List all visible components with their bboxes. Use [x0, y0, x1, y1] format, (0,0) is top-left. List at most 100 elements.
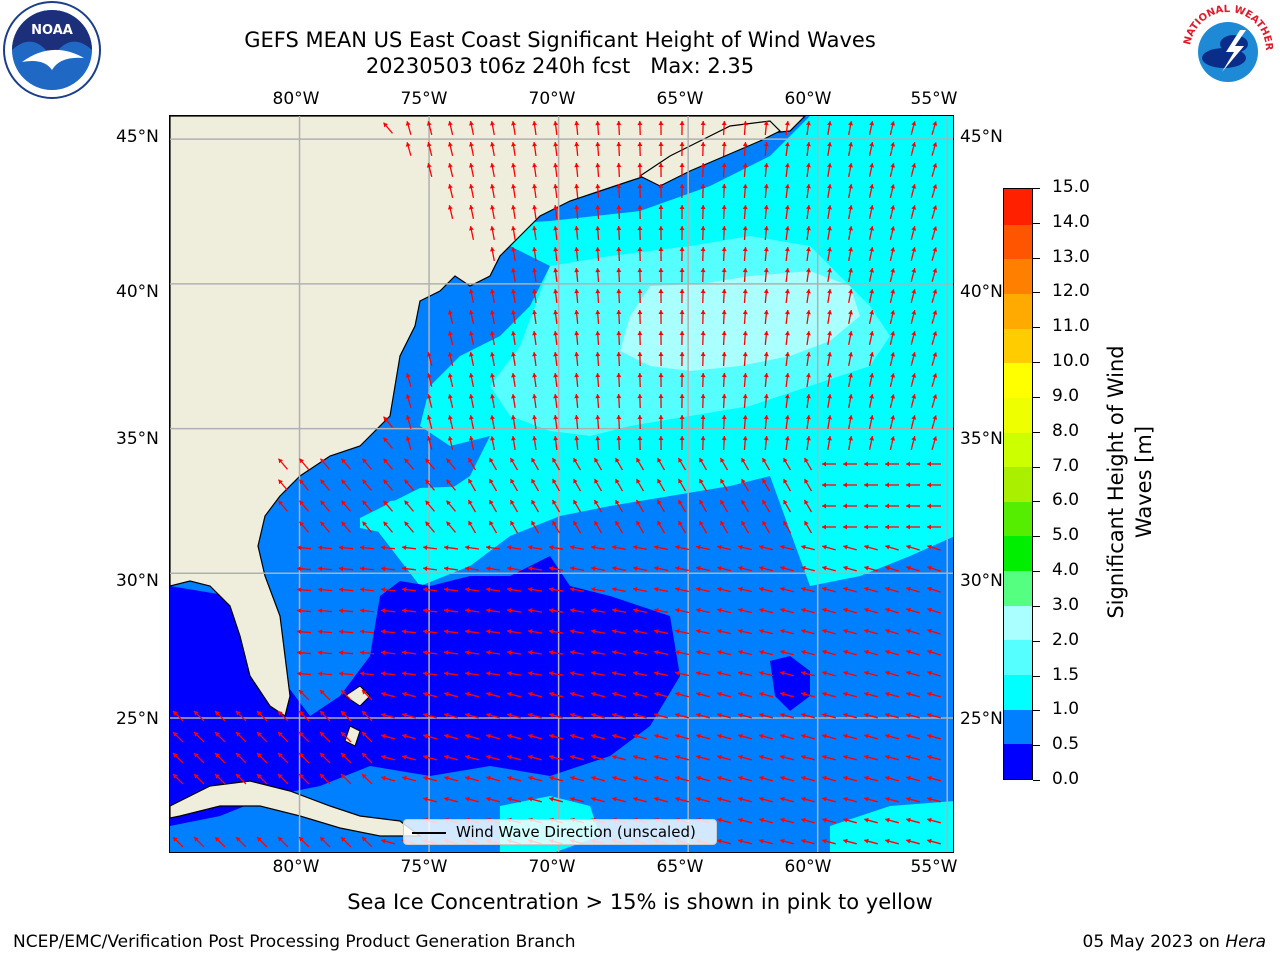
wave-direction-arrow	[443, 608, 459, 614]
colorbar-segment	[1004, 431, 1032, 468]
wave-direction-arrow	[742, 330, 748, 346]
wave-direction-arrow	[444, 733, 458, 740]
wave-direction-arrow	[443, 629, 459, 635]
wave-direction-arrow	[700, 351, 706, 367]
wave-direction-arrow	[822, 838, 836, 845]
wave-direction-arrow	[486, 775, 500, 782]
wave-direction-arrow	[927, 838, 941, 845]
wave-direction-arrow	[590, 565, 606, 571]
wave-direction-arrow	[738, 733, 752, 740]
colorbar-tick	[1033, 501, 1040, 503]
wave-direction-arrow	[843, 524, 857, 530]
wave-direction-arrow	[654, 775, 668, 782]
wave-direction-arrow	[889, 247, 896, 261]
wave-direction-arrow	[612, 712, 626, 719]
wave-direction-arrow	[719, 520, 729, 534]
wave-direction-arrow	[590, 670, 606, 676]
wave-direction-arrow	[868, 247, 875, 261]
wave-direction-arrow	[805, 309, 811, 325]
wave-direction-arrow	[717, 628, 731, 635]
wave-direction-arrow	[784, 435, 790, 451]
wave-direction-arrow	[277, 752, 289, 764]
wave-direction-arrow	[889, 205, 896, 219]
colorbar-tick	[1033, 710, 1040, 712]
wave-direction-arrow	[530, 499, 540, 513]
wave-direction-arrow	[721, 267, 727, 283]
wave-direction-arrow	[320, 458, 330, 470]
wave-direction-arrow	[528, 733, 542, 740]
wave-direction-arrow	[553, 246, 559, 262]
wave-direction-arrow	[656, 457, 666, 471]
wave-direction-arrow	[569, 650, 585, 655]
lon-label-top: 70°W	[528, 89, 576, 109]
wave-direction-arrow	[468, 121, 475, 135]
wave-direction-arrow	[553, 204, 559, 220]
wave-direction-arrow	[805, 141, 811, 157]
colorbar-tick	[1033, 571, 1040, 573]
wave-direction-arrow	[381, 712, 395, 719]
wave-direction-arrow	[296, 545, 312, 551]
wave-direction-arrow	[553, 225, 559, 241]
wave-direction-arrow	[656, 499, 666, 513]
colorbar-segment	[1004, 362, 1032, 398]
sea-ice-note: Sea Ice Concentration > 15% is shown in …	[347, 890, 933, 914]
wave-direction-arrow	[885, 565, 899, 572]
wave-direction-arrow	[885, 586, 899, 593]
wave-direction-arrow	[864, 649, 878, 656]
wave-direction-arrow	[532, 267, 538, 283]
wave-direction-arrow	[612, 754, 626, 761]
wave-direction-arrow	[677, 457, 687, 471]
lon-label-top: 75°W	[400, 89, 448, 109]
wave-direction-arrow	[486, 754, 500, 761]
wave-direction-arrow	[763, 435, 769, 451]
wave-direction-arrow	[277, 836, 289, 848]
wave-direction-arrow	[591, 775, 605, 782]
wave-direction-arrow	[696, 712, 710, 719]
wave-direction-arrow	[721, 204, 727, 220]
wave-direction-arrow	[848, 415, 854, 429]
wave-direction-arrow	[485, 545, 501, 551]
wave-direction-arrow	[361, 752, 373, 764]
wave-direction-arrow	[868, 163, 875, 177]
land-cuba	[170, 780, 422, 837]
colorbar-tick-label: 10.0	[1052, 351, 1090, 372]
lat-label-right: 35°N	[960, 429, 1003, 449]
wave-direction-arrow	[447, 142, 454, 156]
wave-direction-arrow	[553, 267, 559, 283]
wave-direction-arrow	[235, 731, 247, 743]
colorbar-segment	[1004, 605, 1032, 641]
wave-direction-arrow	[805, 351, 811, 367]
wave-direction-arrow	[401, 650, 417, 656]
wave-direction-arrow	[593, 520, 603, 534]
wave-direction-arrow	[509, 478, 519, 492]
wave-direction-arrow	[679, 288, 685, 304]
wave-direction-arrow	[801, 817, 815, 824]
colorbar-tick	[1033, 675, 1040, 677]
wave-direction-arrow	[488, 499, 498, 513]
wave-direction-arrow	[780, 796, 794, 803]
wave-direction-arrow	[759, 838, 773, 845]
map-panel	[169, 115, 954, 853]
legend-line-swatch	[412, 832, 446, 834]
wave-direction-arrow	[549, 796, 563, 803]
wave-direction-arrow	[423, 733, 437, 740]
wave-direction-arrow	[763, 330, 769, 346]
colorbar-segment	[1004, 293, 1032, 329]
wave-direction-arrow	[527, 608, 543, 613]
wave-direction-arrow	[444, 796, 458, 803]
wave-direction-arrow	[889, 184, 896, 198]
wave-direction-arrow	[465, 754, 479, 761]
wave-direction-arrow	[569, 545, 585, 550]
wave-direction-arrow	[404, 458, 414, 470]
wave-direction-arrow	[380, 587, 396, 593]
wave-direction-arrow	[656, 520, 666, 534]
lat-label-left: 45°N	[116, 127, 159, 147]
wave-direction-arrow	[465, 733, 479, 740]
wave-direction-arrow	[759, 670, 773, 677]
wave-direction-arrow	[822, 754, 836, 761]
colorbar-tick-label: 4.0	[1052, 560, 1080, 581]
wave-direction-arrow	[612, 565, 626, 571]
wave-direction-arrow	[931, 142, 938, 156]
wave-direction-arrow	[822, 586, 836, 593]
wave-direction-arrow	[698, 457, 708, 471]
